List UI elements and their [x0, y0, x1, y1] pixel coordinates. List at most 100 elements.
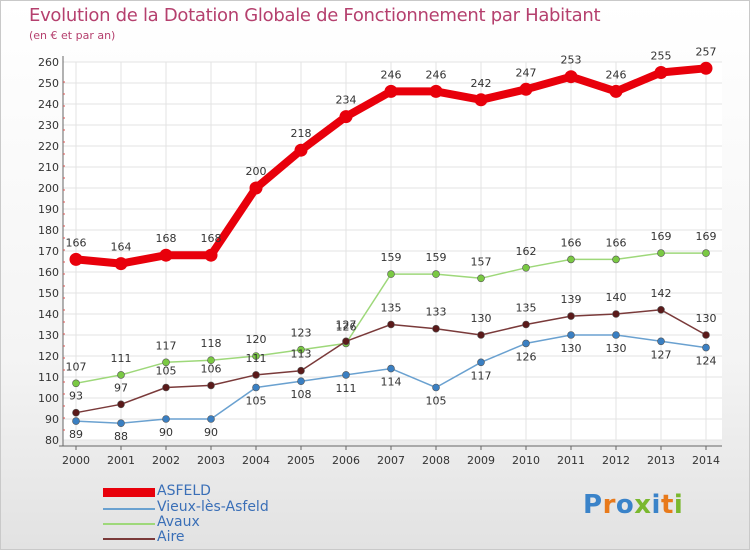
data-label: 90	[159, 426, 173, 439]
x-tick-label: 2005	[287, 454, 315, 467]
data-label: 117	[156, 339, 177, 352]
y-tick-label: 240	[38, 98, 59, 111]
logo-letter: t	[660, 490, 674, 520]
data-label: 168	[156, 232, 177, 245]
data-point	[387, 320, 395, 329]
data-label: 124	[696, 355, 717, 368]
data-point	[522, 339, 530, 348]
x-tick-label: 2007	[377, 454, 405, 467]
data-label: 139	[561, 293, 582, 306]
data-point	[432, 270, 440, 278]
data-point	[252, 371, 260, 379]
y-tick-label: 210	[38, 161, 59, 174]
y-tick-label: 110	[38, 371, 59, 384]
data-label: 88	[114, 430, 128, 443]
data-point	[342, 337, 350, 346]
data-point	[159, 248, 173, 262]
data-label: 117	[471, 369, 492, 382]
data-label: 257	[696, 45, 717, 58]
data-point	[117, 400, 125, 409]
data-point	[339, 110, 353, 124]
data-point	[117, 419, 125, 428]
data-label: 126	[336, 320, 357, 333]
data-point	[384, 84, 398, 98]
data-label: 253	[561, 54, 582, 67]
data-label: 120	[246, 333, 267, 346]
data-label: 166	[561, 236, 582, 249]
x-tick-label: 2003	[197, 454, 225, 467]
data-point	[162, 383, 170, 392]
y-tick-label: 130	[38, 329, 59, 342]
proxiti-logo: Proxiti	[583, 490, 683, 520]
logo-letter: x	[634, 490, 652, 520]
series-asfeld: 166 164 168 168 200 218 234 246 246 242 247 253 246 2…	[66, 45, 717, 271]
data-point	[477, 358, 485, 367]
data-point	[477, 331, 485, 339]
data-point	[297, 366, 305, 375]
data-point	[522, 320, 530, 329]
y-tick-label: 190	[38, 203, 59, 216]
data-point	[429, 84, 443, 98]
data-point	[117, 371, 125, 379]
data-label: 255	[651, 50, 672, 63]
y-tick-label: 230	[38, 119, 59, 132]
data-label: 157	[471, 255, 492, 268]
logo-letter: r	[602, 490, 616, 520]
data-label: 218	[291, 127, 312, 140]
data-label: 105	[426, 395, 447, 408]
data-point	[657, 249, 665, 257]
data-point	[297, 377, 305, 386]
data-label: 108	[291, 388, 312, 401]
y-tick-label: 200	[38, 182, 59, 195]
data-label: 114	[381, 376, 402, 389]
data-label: 159	[381, 251, 402, 264]
legend-swatch	[103, 488, 155, 497]
data-label: 130	[696, 312, 717, 325]
data-point	[432, 324, 440, 333]
logo-letter: P	[583, 490, 603, 520]
legend-label: Vieux-lès-Asfeld	[157, 499, 269, 515]
x-tick-label: 2014	[692, 454, 720, 467]
data-label: 127	[651, 348, 672, 361]
data-label: 166	[66, 236, 87, 249]
data-point	[477, 274, 485, 283]
data-point	[387, 270, 395, 278]
data-point	[564, 70, 578, 84]
data-label: 90	[204, 426, 218, 439]
legend-label: Avaux	[157, 514, 200, 530]
data-label: 142	[651, 287, 672, 300]
data-label: 162	[516, 245, 537, 258]
y-tick-label: 180	[38, 224, 59, 237]
data-label: 242	[471, 77, 492, 90]
y-tick-label: 260	[38, 56, 59, 69]
chart-subtitle: (en € et par an)	[29, 29, 116, 42]
y-tick-label: 220	[38, 140, 59, 153]
x-tick-label: 2009	[467, 454, 495, 467]
y-tick-label: 120	[38, 350, 59, 363]
data-label: 89	[69, 428, 83, 441]
data-label: 133	[426, 306, 447, 319]
data-label: 106	[201, 362, 222, 375]
x-tick-label: 2013	[647, 454, 675, 467]
data-label: 166	[606, 236, 627, 249]
data-point	[567, 255, 575, 264]
data-point	[207, 381, 215, 390]
y-tick-label: 150	[38, 287, 59, 300]
data-label: 130	[471, 312, 492, 325]
data-label: 246	[606, 68, 627, 81]
logo-letter: i	[651, 490, 661, 520]
data-point	[702, 343, 710, 352]
data-point	[522, 263, 530, 272]
legend-swatch	[103, 522, 155, 525]
data-point	[114, 257, 128, 271]
legend-swatch	[103, 507, 155, 510]
data-label: 111	[336, 382, 357, 395]
x-tick-label: 2000	[62, 454, 90, 467]
data-point	[612, 310, 620, 318]
data-label: 168	[201, 232, 222, 245]
data-point	[207, 356, 215, 365]
data-point	[72, 417, 80, 425]
series-vieux-l-s-asfeld: 89 88 90 90 105 108 111 114 105 117 126 130 130 127 12…	[69, 331, 717, 443]
